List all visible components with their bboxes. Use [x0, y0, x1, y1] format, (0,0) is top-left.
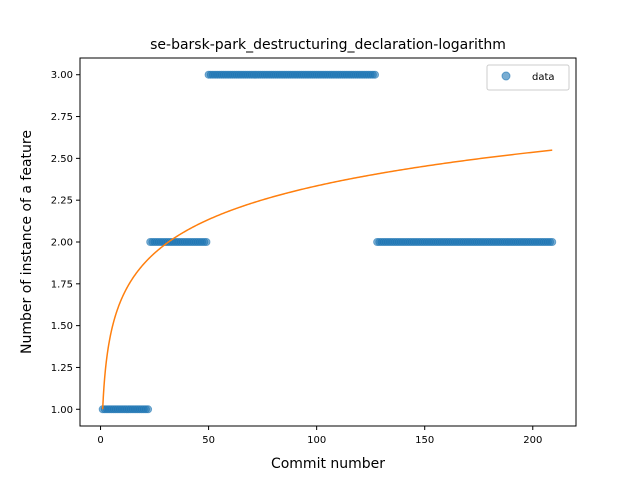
plot-area [98, 70, 557, 414]
y-tick-label: 1.25 [51, 363, 73, 374]
y-tick-label: 1.75 [51, 279, 73, 290]
data-point [144, 405, 153, 414]
x-tick-label: 0 [97, 435, 103, 446]
legend: data [486, 64, 570, 91]
x-tick-label: 200 [523, 435, 542, 446]
legend-box [486, 64, 570, 91]
y-tick-label: 2.50 [51, 154, 73, 165]
y-tick-label: 3.00 [51, 70, 73, 81]
data-point [371, 70, 380, 79]
y-tick-label: 2.00 [51, 238, 73, 249]
data-point [202, 237, 211, 246]
x-tick-label: 100 [307, 435, 326, 446]
legend-label-data: data [532, 72, 555, 83]
legend-marker-data [501, 71, 511, 81]
x-tick-label: 150 [415, 435, 434, 446]
fit-line [101, 149, 553, 410]
y-axis-label: Number of instance of a feature [19, 130, 35, 354]
x-axis-ticks: 0 50 100 150 200 [97, 426, 542, 446]
x-axis-label: Commit number [271, 456, 385, 472]
y-tick-label: 2.25 [51, 196, 73, 207]
data-point [548, 237, 557, 246]
x-tick-label: 50 [202, 435, 215, 446]
y-tick-label: 1.50 [51, 321, 73, 332]
y-tick-label: 1.00 [51, 405, 73, 416]
y-tick-label: 2.75 [51, 112, 73, 123]
y-axis-ticks: 1.00 1.25 1.50 1.75 2.00 2.25 2.50 2.75 3.00 [51, 70, 80, 416]
chart-title: se-barsk-park_destructuring_declaration-… [150, 37, 506, 53]
